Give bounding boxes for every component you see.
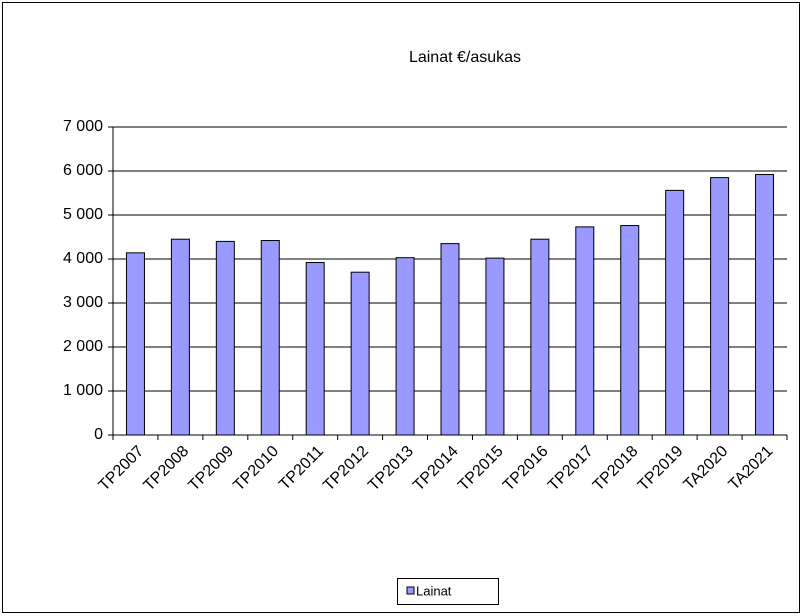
bar (215, 240, 235, 436)
bar (710, 177, 730, 436)
bar (440, 243, 460, 436)
chart-title: Lainat €/asukas (409, 49, 521, 66)
bar (350, 271, 370, 436)
bar (485, 257, 505, 436)
legend-swatch (406, 586, 415, 595)
bar (620, 225, 640, 436)
bar (530, 238, 550, 436)
y-tick-label: 0 (94, 426, 103, 443)
y-tick-label: 7 000 (63, 118, 103, 135)
legend-label: Lainat (416, 583, 452, 598)
y-tick-label: 5 000 (63, 206, 103, 223)
bar (665, 189, 685, 436)
bar (395, 257, 415, 436)
y-tick-label: 4 000 (63, 250, 103, 267)
bar (755, 174, 775, 436)
y-tick-label: 3 000 (63, 294, 103, 311)
y-tick-label: 1 000 (63, 382, 103, 399)
bar (170, 238, 190, 436)
bar (575, 226, 595, 436)
y-tick-label: 6 000 (63, 162, 103, 179)
bar (260, 240, 280, 436)
bar (305, 262, 325, 436)
y-tick-label: 2 000 (63, 338, 103, 355)
bar (125, 252, 145, 436)
